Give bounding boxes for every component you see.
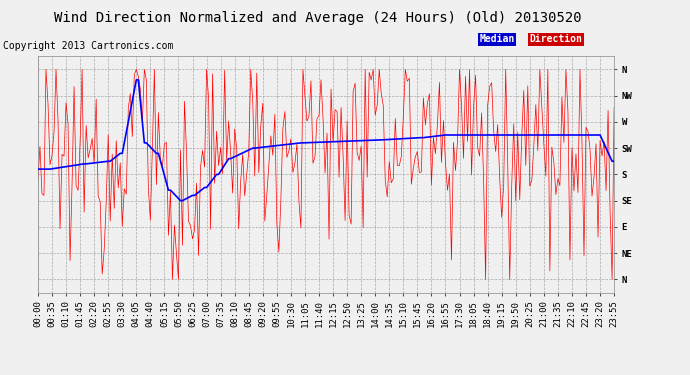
Text: Copyright 2013 Cartronics.com: Copyright 2013 Cartronics.com	[3, 41, 174, 51]
Text: Median: Median	[480, 34, 515, 44]
Text: Wind Direction Normalized and Average (24 Hours) (Old) 20130520: Wind Direction Normalized and Average (2…	[54, 11, 581, 25]
Text: Direction: Direction	[529, 34, 582, 44]
